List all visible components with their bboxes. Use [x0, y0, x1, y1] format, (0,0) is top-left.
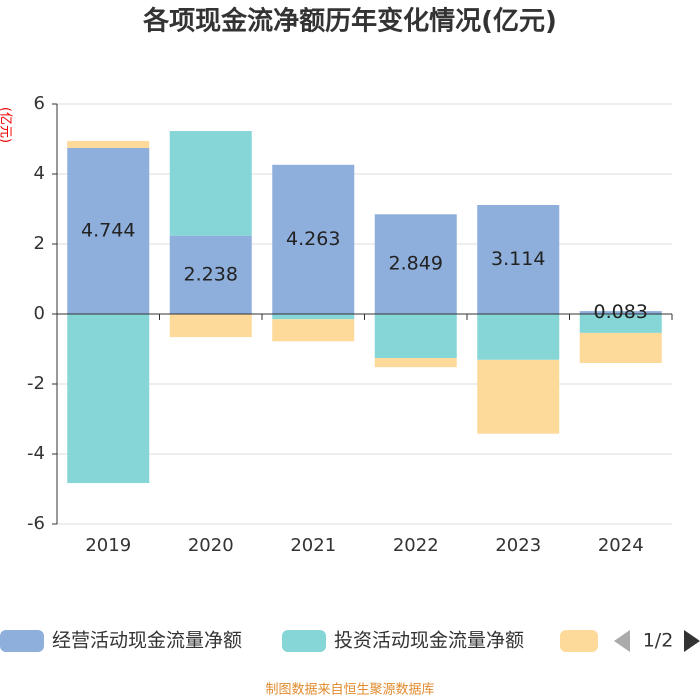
legend-swatch [282, 630, 326, 652]
y-tick-label: -6 [27, 513, 45, 534]
data-label: 4.263 [286, 228, 340, 250]
legend-next[interactable] [684, 630, 700, 652]
x-tick-label: 2022 [393, 535, 439, 556]
legend-label: 经营活动现金流量净额 [52, 630, 242, 652]
bar [579, 332, 662, 363]
legend-label: 投资活动现金流量净额 [334, 630, 524, 652]
bar [67, 147, 150, 314]
y-tick-label: -2 [27, 373, 45, 394]
bar [579, 314, 662, 333]
bar [169, 235, 252, 314]
bar [169, 314, 252, 338]
bar [374, 314, 457, 359]
bar [477, 359, 560, 434]
y-tick-label: -4 [27, 443, 45, 464]
y-tick-label: 0 [34, 303, 45, 324]
bar [272, 314, 355, 320]
legend-prev[interactable] [614, 630, 630, 652]
data-label: 0.083 [594, 301, 648, 323]
x-tick-label: 2020 [188, 535, 234, 556]
y-tick-label: 2 [34, 233, 45, 254]
bar [374, 358, 457, 368]
bar [272, 319, 355, 342]
legend-page: 1/2 [643, 630, 674, 652]
chart-title: 各项现金流净额历年变化情况(亿元) [142, 6, 557, 37]
bar [579, 311, 662, 314]
data-label: 4.744 [81, 219, 135, 241]
legend-swatch [560, 630, 598, 652]
x-tick-label: 2024 [598, 535, 644, 556]
bar [169, 131, 252, 236]
data-label: 2.849 [389, 253, 443, 275]
data-label: 3.114 [491, 248, 545, 270]
bar [374, 214, 457, 314]
legend-swatch [0, 630, 44, 652]
bar [67, 140, 150, 148]
data-label: 2.238 [184, 263, 238, 285]
bar [272, 164, 355, 314]
bar [477, 205, 560, 314]
bar [477, 314, 560, 360]
x-tick-label: 2021 [290, 535, 336, 556]
x-tick-label: 2023 [495, 535, 541, 556]
y-tick-label: 4 [34, 163, 45, 184]
y-axis-label: (亿元) [0, 107, 13, 143]
y-tick-label: 6 [34, 93, 45, 114]
source-note: 制图数据来自恒生聚源数据库 [265, 682, 434, 698]
x-tick-label: 2019 [85, 535, 131, 556]
bar [67, 314, 150, 484]
